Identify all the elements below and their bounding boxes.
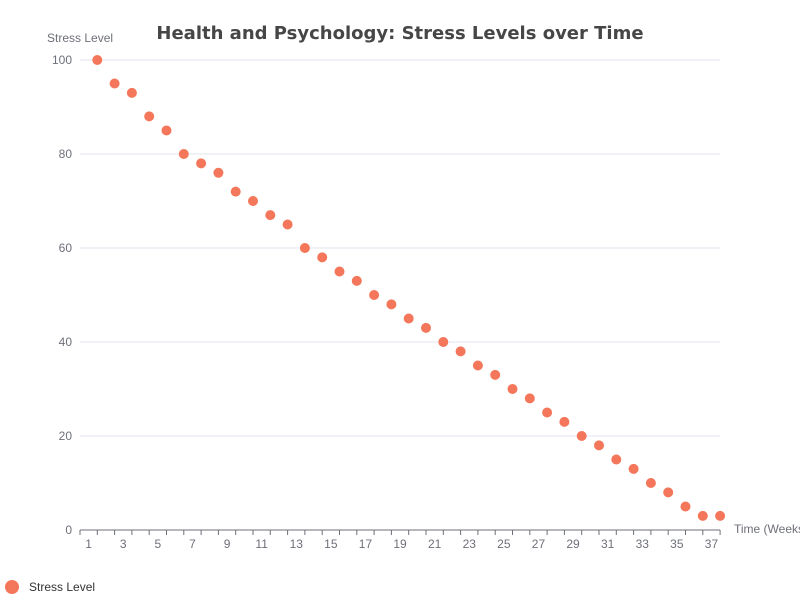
data-points[interactable] — [92, 55, 726, 521]
x-tick-label: 35 — [670, 537, 684, 551]
x-tick-label: 13 — [290, 537, 304, 551]
data-point[interactable] — [715, 510, 726, 521]
data-point[interactable] — [334, 266, 345, 277]
x-tick-label: 29 — [566, 537, 580, 551]
data-point[interactable] — [490, 369, 501, 380]
x-tick-label: 33 — [636, 537, 650, 551]
data-point[interactable] — [594, 440, 604, 451]
x-tick-label: 23 — [463, 537, 477, 551]
data-point[interactable] — [524, 393, 535, 404]
y-tick-label: 40 — [59, 335, 73, 349]
chart-title: Health and Psychology: Stress Levels ove… — [156, 23, 643, 44]
x-tick-label: 11 — [255, 537, 268, 551]
y-axis-title: Stress Level — [47, 31, 113, 45]
data-point[interactable] — [680, 501, 691, 512]
data-point[interactable] — [421, 322, 431, 333]
x-tick-label: 7 — [189, 537, 196, 551]
data-point[interactable] — [369, 290, 380, 300]
data-point[interactable] — [559, 416, 570, 427]
data-point[interactable] — [126, 87, 137, 98]
data-point[interactable] — [386, 299, 397, 310]
x-tick-label: 3 — [120, 537, 127, 551]
x-tick-label: 27 — [532, 537, 546, 551]
x-tick-label: 15 — [324, 537, 338, 551]
data-point[interactable] — [196, 158, 207, 169]
x-tick-label: 19 — [393, 537, 407, 551]
data-point[interactable] — [351, 275, 362, 286]
x-tick-label: 25 — [497, 537, 511, 551]
data-point[interactable] — [299, 243, 310, 253]
data-point[interactable] — [697, 510, 708, 521]
legend[interactable]: Stress Level — [5, 580, 95, 594]
data-point[interactable] — [317, 252, 328, 263]
data-point[interactable] — [472, 360, 483, 371]
x-tick-label: 9 — [224, 537, 231, 551]
data-point[interactable] — [265, 210, 276, 221]
x-tick-label: 31 — [601, 537, 615, 551]
data-point[interactable] — [230, 186, 241, 197]
x-tick-label: 5 — [155, 537, 162, 551]
data-point[interactable] — [213, 167, 224, 178]
data-point[interactable] — [628, 463, 639, 474]
data-point[interactable] — [663, 487, 674, 498]
data-point[interactable] — [403, 313, 414, 324]
y-tick-label: 100 — [52, 53, 72, 67]
data-point[interactable] — [144, 111, 155, 122]
data-point[interactable] — [92, 55, 103, 65]
x-tick-label: 37 — [705, 537, 719, 551]
data-point[interactable] — [248, 196, 258, 206]
legend-label: Stress Level — [29, 580, 95, 594]
grid-lines — [80, 59, 720, 437]
data-point[interactable] — [455, 346, 466, 357]
data-point[interactable] — [282, 219, 293, 230]
x-axis-title: Time (Weeks) — [734, 522, 800, 536]
data-point[interactable] — [161, 125, 172, 136]
x-tick-label: 21 — [428, 537, 442, 551]
x-tick-label: 1 — [85, 537, 92, 551]
x-tick-label: 17 — [359, 537, 373, 551]
data-point[interactable] — [178, 149, 189, 159]
y-tick-label: 0 — [65, 523, 72, 537]
data-point[interactable] — [542, 407, 553, 418]
data-point[interactable] — [109, 78, 120, 89]
data-point[interactable] — [507, 384, 518, 394]
y-tick-label: 60 — [59, 241, 73, 255]
y-tick-label: 80 — [59, 147, 73, 161]
data-point[interactable] — [645, 478, 656, 488]
data-point[interactable] — [611, 454, 622, 465]
data-point[interactable] — [576, 431, 587, 441]
data-point[interactable] — [438, 337, 449, 347]
y-tick-label: 20 — [59, 429, 73, 443]
x-axis-tick-labels: 1 3 5 7 9 11 13 15 17 19 21 23 25 27 29 31 33 35 37 — [85, 537, 718, 551]
x-axis — [79, 529, 721, 535]
legend-marker — [5, 580, 19, 594]
y-axis-tick-labels: 0 20 40 60 80 100 — [52, 53, 72, 537]
